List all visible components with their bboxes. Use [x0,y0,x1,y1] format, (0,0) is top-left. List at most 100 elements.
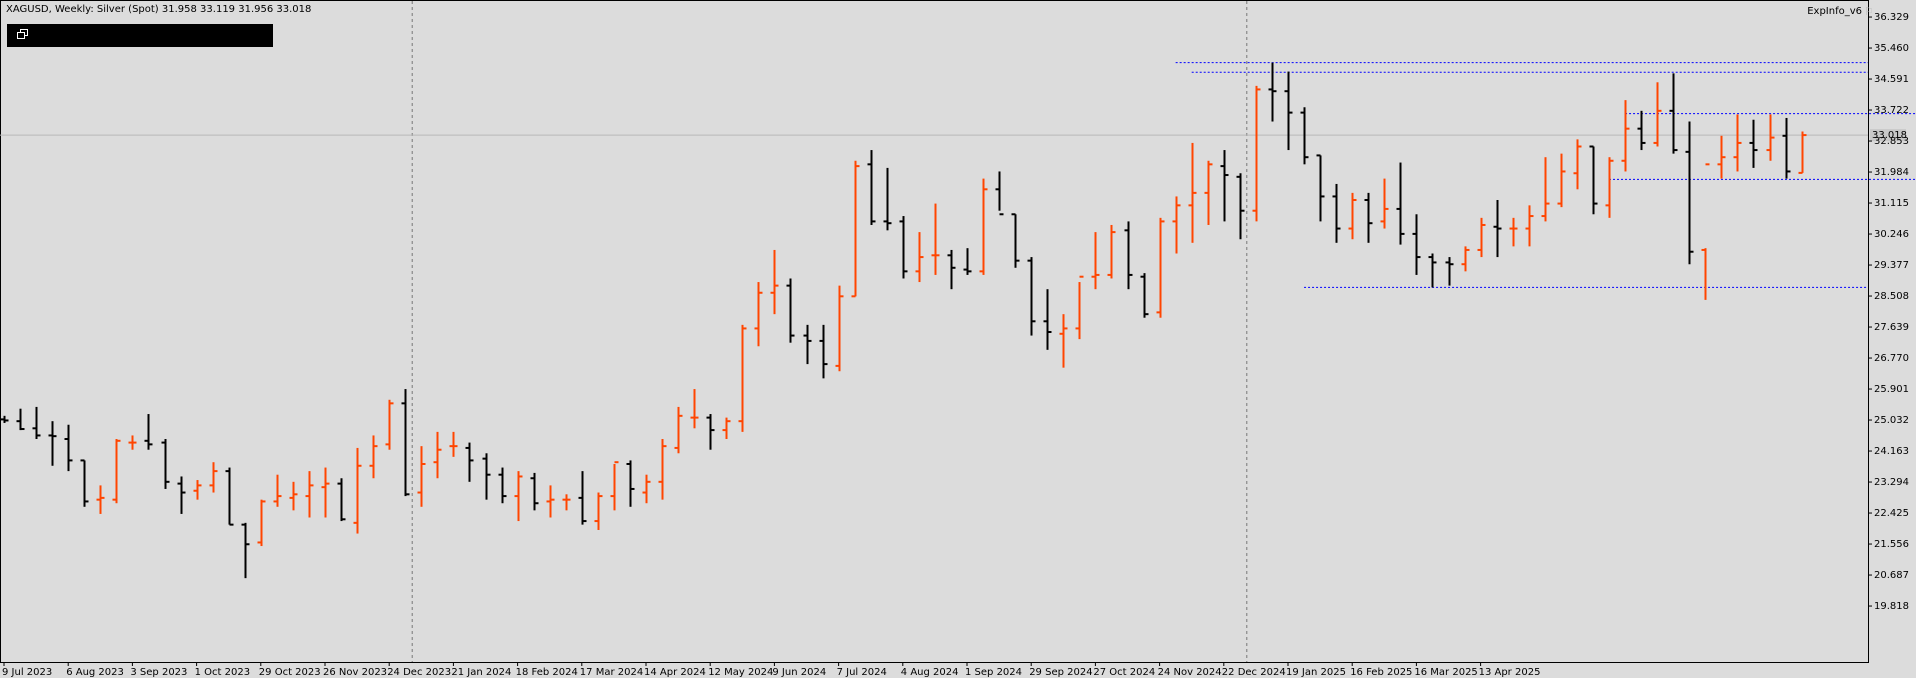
x-tick-label: 21 Jan 2024 [451,667,511,678]
x-tick-label: 4 Aug 2024 [901,667,959,678]
y-tick-label: 36.329 [1874,12,1909,23]
x-tick-label: 26 Nov 2023 [323,667,387,678]
ohlc-bar [369,435,378,479]
x-tick-label: 13 Apr 2025 [1479,667,1541,678]
ohlc-bar [498,467,507,504]
ohlc-bar [562,494,571,511]
y-tick-label: 21.556 [1874,539,1909,550]
ohlc-bar [1717,135,1726,179]
x-tick-label: 3 Sep 2023 [130,667,187,678]
ohlc-bar [64,424,73,472]
y-tick-label: 22.425 [1874,508,1909,519]
y-tick-label: 28.508 [1874,291,1909,302]
ohlc-bar [1589,145,1598,215]
ohlc-bar [1685,121,1694,265]
restore-window-icon[interactable] [17,29,29,40]
ohlc-bar [209,462,218,493]
ohlc-bar [658,439,667,500]
restore-panel[interactable] [7,24,273,47]
ohlc-bar [674,406,683,454]
ohlc-bar [225,467,234,526]
x-tick-label: 1 Oct 2023 [195,667,250,678]
period-separators [411,1,1248,662]
ohlc-bar [482,453,491,500]
ohlc-bar [1380,178,1389,229]
current-price-line: 33.018 [0,129,1907,142]
price-axis: 36.329 35.460 34.591 33.722 32.853 31.984 31.1… [1868,12,1909,612]
ohlc-bar [1091,232,1100,290]
ohlc-bar [979,178,988,275]
ohlc-bar [1493,200,1502,258]
ohlc-bar [0,415,9,423]
ohlc-bar [754,282,763,347]
ohlc-bar [1284,71,1293,151]
y-tick-label: 25.901 [1874,384,1909,395]
ohlc-bar [48,421,57,466]
ohlc-bar [1798,131,1807,174]
ohlc-bar [690,389,699,429]
ohlc-bar [96,485,105,514]
ohlc-bar [1509,217,1518,247]
ohlc-bar [1220,150,1229,222]
flag-icon[interactable]: ⚐ [1864,5,1874,18]
ohlc-bar [465,442,474,482]
ohlc-bar [883,167,892,231]
ohlc-bar [337,478,346,522]
ohlc-bar [1653,82,1662,147]
ohlc-bar [947,249,956,290]
ohlc-bar [1541,157,1550,222]
ohlc-bar [835,285,844,372]
ohlc-bar [353,447,362,534]
ohlc-bar [144,414,153,450]
ohlc-bar [851,160,860,298]
ohlc-bar [546,485,555,518]
ohlc-bar [530,472,539,511]
y-tick-label: 27.639 [1874,322,1909,333]
ohlc-bar [449,431,458,457]
ohlc-bar [1107,224,1116,279]
ohlc-bar [1637,110,1646,151]
ohlc-bar [1332,183,1341,243]
y-tick-label: 20.687 [1874,570,1909,581]
ohlc-bar [1782,117,1791,179]
ohlc-bar [819,324,828,379]
y-tick-label: 35.460 [1874,43,1909,54]
ohlc-bar [289,481,298,511]
current-price-label: 33.018 [1872,130,1907,141]
ohlc-bar [1364,192,1373,243]
ohlc-bar [786,278,795,343]
y-tick-label: 31.115 [1874,198,1909,209]
ohlc-bar [1621,100,1630,172]
y-tick-label: 34.591 [1874,74,1909,85]
x-tick-label: 1 Sep 2024 [965,667,1022,678]
time-axis: 9 Jul 2023 6 Aug 2023 3 Sep 2023 1 Oct 2023… [2,662,1540,678]
ohlc-bar [305,471,314,518]
ohlc-bar [514,471,523,522]
ohlc-bar [1669,73,1678,154]
ohlc-bar [128,435,137,450]
ohlc-bar [1075,275,1084,340]
y-tick-label: 29.377 [1874,260,1909,271]
ohlc-bars [0,62,1807,579]
y-tick-label: 33.722 [1874,105,1909,116]
ohlc-bar [1605,157,1614,218]
ohlc-bar [161,439,170,489]
ohlc-bar [1252,85,1261,222]
ohlc-bar [177,476,186,514]
y-tick-label: 24.163 [1874,446,1909,457]
ohlc-bar [1156,217,1165,318]
ohlc-bar [1461,246,1470,272]
x-tick-label: 7 Jul 2024 [837,667,887,678]
ohlc-bar [1701,163,1710,300]
indicator-label: ExpInfo_v6 [1807,6,1862,17]
ohlc-bar [401,389,410,497]
x-tick-label: 12 May 2024 [708,667,773,678]
ohlc-bar [963,248,972,275]
ohlc-bar [1766,114,1775,161]
chart-frame [0,0,1869,663]
x-tick-label: 6 Aug 2023 [66,667,124,678]
ohlc-bar [385,399,394,450]
horizontal-levels[interactable] [1175,62,1916,288]
current-price-tag [1870,129,1906,142]
